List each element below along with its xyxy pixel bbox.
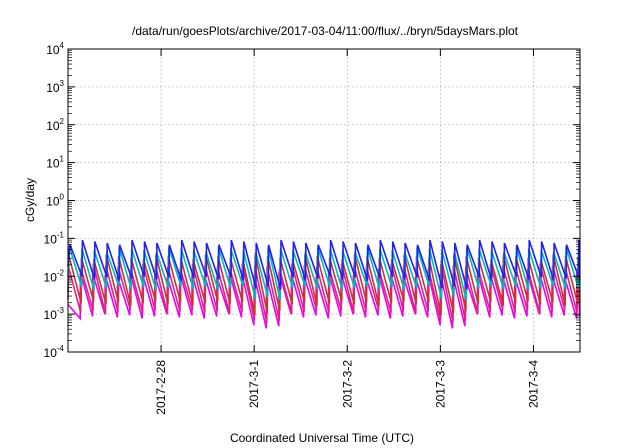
series-line-3 — [67, 246, 581, 301]
x-axis-label: Coordinated Universal Time (UTC) — [230, 431, 414, 445]
series-line-2 — [67, 254, 581, 316]
x-tick-label: 2017-3-1 — [247, 360, 261, 408]
y-tick-label: 100 — [46, 193, 64, 209]
y-tick-label: 103 — [46, 79, 64, 95]
x-axis: 2017-2-28 2017-3-1 2017-3-2 2017-3-3 2017-3-… — [154, 49, 540, 415]
y-axis-label: cGy/day — [23, 178, 37, 222]
y-tick-label: 10-2 — [44, 268, 65, 284]
y-tick-label: 104 — [46, 41, 64, 57]
x-tick-label: 2017-3-4 — [526, 360, 540, 408]
chart-title: /data/run/goesPlots/archive/2017-03-04/1… — [132, 24, 519, 38]
y-tick-label: 101 — [46, 155, 64, 171]
y-tick-label: 10-3 — [44, 306, 65, 322]
series-group — [67, 239, 581, 329]
x-tick-label: 2017-3-3 — [433, 360, 447, 408]
series-line-1 — [67, 263, 581, 323]
y-tick-label: 10-4 — [44, 344, 65, 360]
y-axis: 10-4 10-3 10-2 10-1 100 101 102 103 104 — [44, 41, 580, 360]
x-tick-label: 2017-3-2 — [340, 360, 354, 408]
y-tick-label: 102 — [46, 117, 64, 133]
x-tick-label: 2017-2-28 — [154, 360, 168, 415]
series-line-4 — [67, 239, 581, 290]
y-tick-label: 10-1 — [44, 230, 65, 246]
